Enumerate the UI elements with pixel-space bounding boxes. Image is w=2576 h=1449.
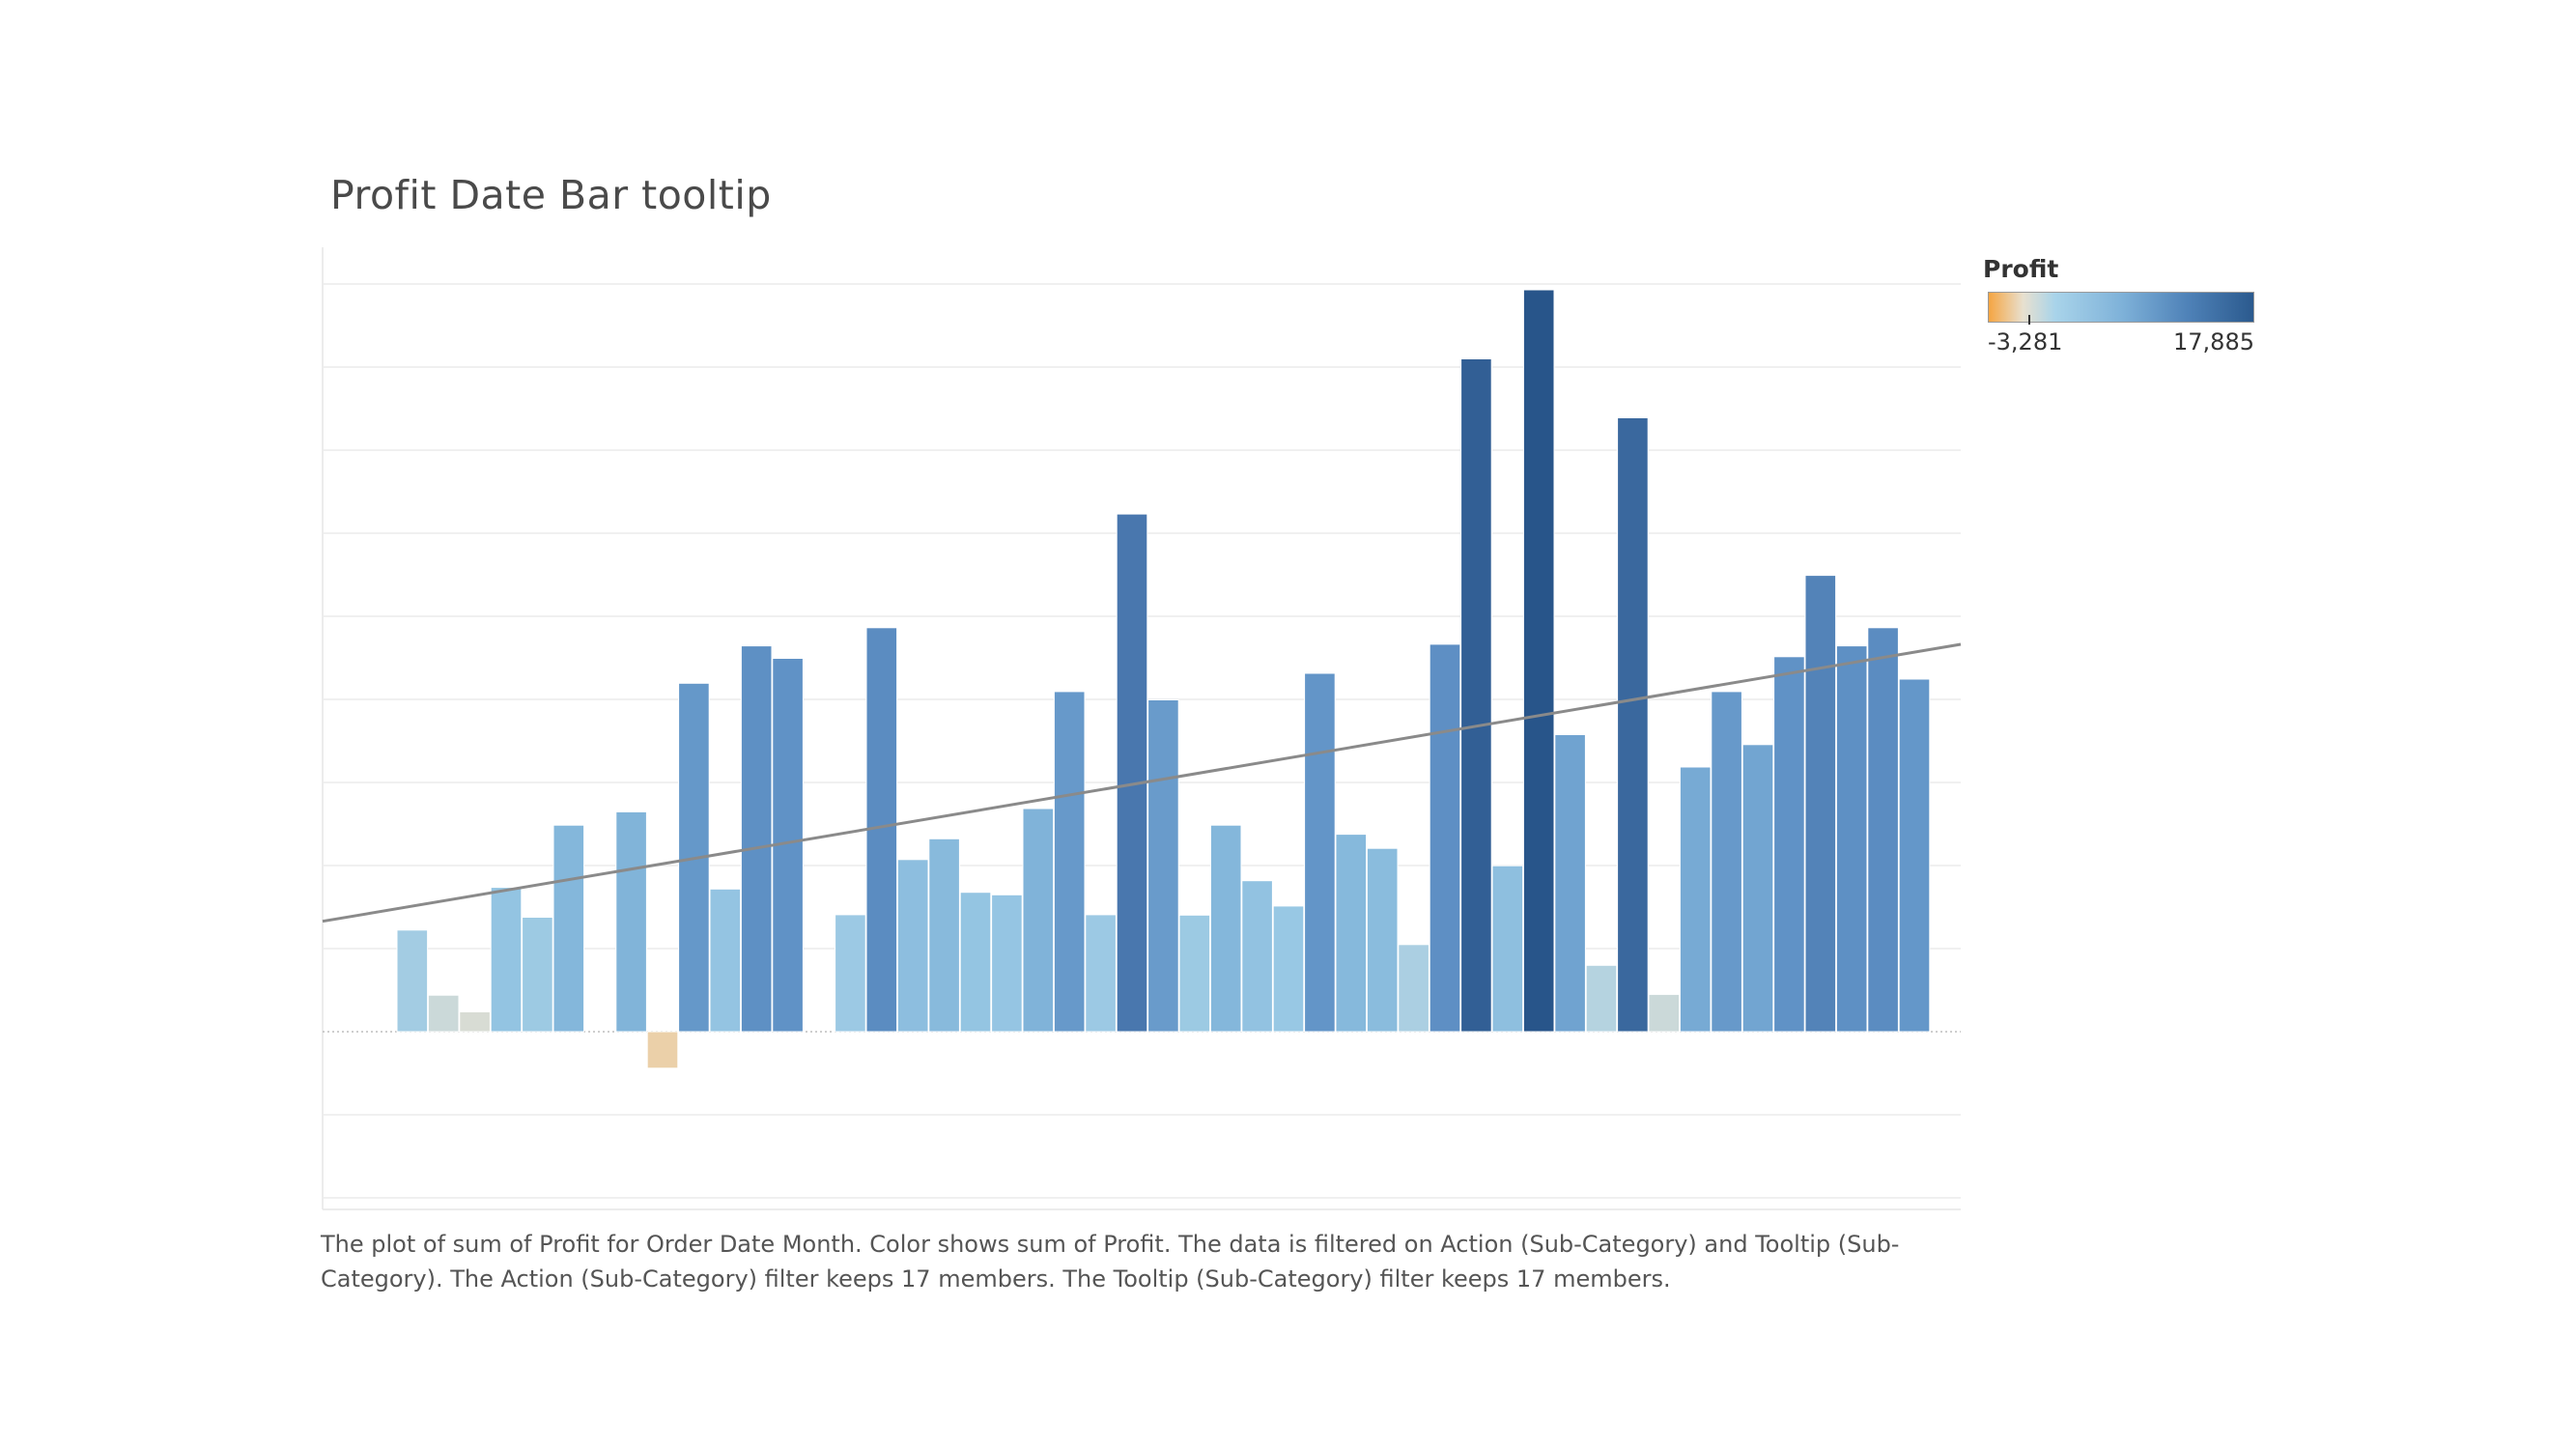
bar [1867, 627, 1899, 1033]
bar [1398, 944, 1430, 1033]
bar [740, 645, 773, 1033]
trend-line [322, 642, 1962, 923]
bar [991, 894, 1023, 1033]
bar [1116, 513, 1148, 1033]
bar [1304, 672, 1336, 1033]
bar [1741, 744, 1774, 1033]
bar [396, 929, 429, 1033]
bar [1617, 417, 1649, 1033]
bar [427, 994, 460, 1033]
bar [1679, 766, 1712, 1033]
bar [615, 810, 647, 1033]
bar [552, 824, 585, 1033]
bar [490, 887, 523, 1033]
chart-caption: The plot of sum of Profit for Order Date… [321, 1231, 1900, 1293]
bar [1491, 865, 1524, 1033]
legend-min-label: -3,281 [1988, 328, 2063, 355]
bar [1648, 993, 1681, 1033]
bar [959, 892, 992, 1033]
bar [1178, 914, 1211, 1033]
bar [1209, 824, 1242, 1033]
bar [522, 917, 553, 1033]
legend-zero-tick [2028, 315, 2030, 325]
bar [1522, 289, 1555, 1033]
bar [1460, 358, 1492, 1033]
bar [1366, 847, 1399, 1033]
bar [1898, 678, 1931, 1033]
bar [1147, 699, 1179, 1033]
bar [709, 888, 742, 1033]
bar [1272, 905, 1305, 1033]
bar [1053, 691, 1086, 1033]
legend-title: Profit [1983, 255, 2059, 283]
bar [1711, 691, 1742, 1033]
bar [835, 914, 866, 1033]
bar [459, 1010, 491, 1033]
legend-max-label: 17,885 [2173, 328, 2254, 355]
bar [928, 838, 960, 1033]
bar [1335, 834, 1368, 1033]
bar [1085, 914, 1117, 1033]
bar [1773, 656, 1805, 1033]
bar [1585, 964, 1618, 1033]
chart-title: Profit Date Bar tooltip [330, 172, 772, 218]
bar [1554, 734, 1586, 1033]
legend-color-ramp [1988, 292, 2254, 323]
bar [646, 1031, 679, 1069]
bar [1835, 645, 1868, 1033]
bar [1804, 575, 1837, 1033]
bar [1241, 880, 1273, 1033]
bar [1022, 808, 1055, 1033]
bar [896, 859, 929, 1033]
bar [1429, 643, 1461, 1033]
